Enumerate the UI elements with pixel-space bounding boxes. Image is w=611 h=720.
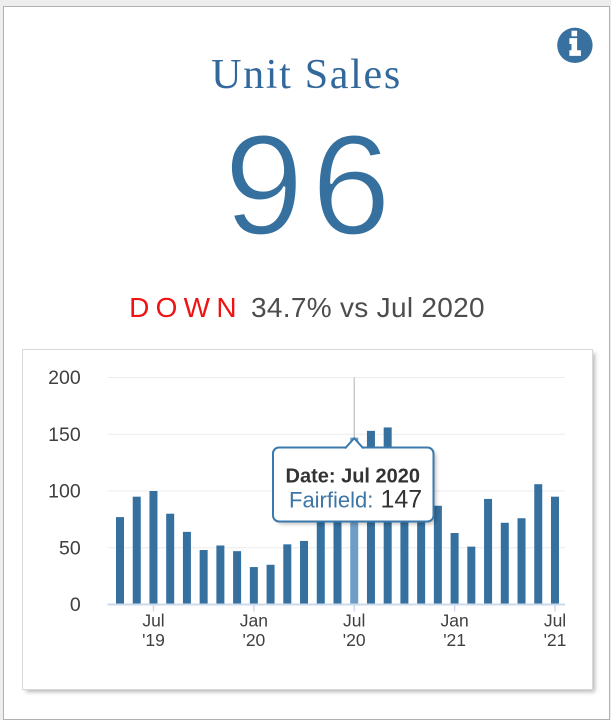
svg-text:'21: '21 <box>443 630 466 650</box>
svg-text:Jul: Jul <box>543 610 565 630</box>
svg-text:200: 200 <box>48 367 81 389</box>
svg-text:'19: '19 <box>142 630 165 650</box>
svg-text:Date: Jul 2020: Date: Jul 2020 <box>285 465 420 487</box>
svg-text:Fairfield:: Fairfield: <box>289 487 373 512</box>
svg-text:Jul: Jul <box>142 610 164 630</box>
svg-text:'21: '21 <box>543 630 566 650</box>
svg-text:Jul: Jul <box>343 610 365 630</box>
svg-text:'20: '20 <box>342 630 365 650</box>
svg-text:0: 0 <box>69 594 80 616</box>
svg-text:150: 150 <box>48 424 81 446</box>
svg-text:'20: '20 <box>242 630 265 650</box>
svg-text:Jan: Jan <box>239 610 267 630</box>
svg-text:50: 50 <box>58 537 80 559</box>
svg-text:100: 100 <box>48 480 81 502</box>
svg-text:147: 147 <box>380 485 422 513</box>
svg-text:Jan: Jan <box>440 610 468 630</box>
